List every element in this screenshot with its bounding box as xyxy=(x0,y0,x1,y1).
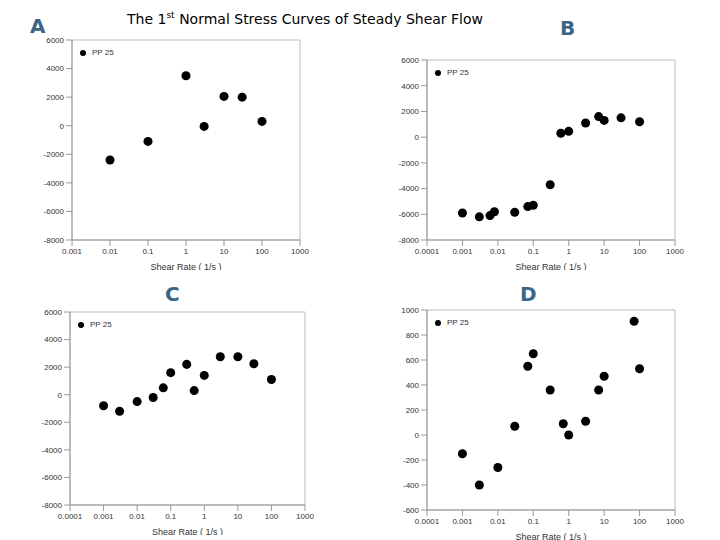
svg-text:0.01: 0.01 xyxy=(490,247,506,256)
svg-text:4000: 4000 xyxy=(44,335,62,344)
svg-text:0: 0 xyxy=(415,133,420,142)
svg-text:-600: -600 xyxy=(403,506,420,515)
svg-text:600: 600 xyxy=(406,356,420,365)
svg-text:0.1: 0.1 xyxy=(528,247,540,256)
svg-text:100: 100 xyxy=(255,247,269,256)
svg-text:800: 800 xyxy=(406,331,420,340)
svg-text:1000: 1000 xyxy=(291,247,309,256)
svg-text:10: 10 xyxy=(233,512,242,521)
html-text:PP 25: PP 25 xyxy=(92,48,114,57)
html-text:B: B xyxy=(560,16,576,40)
svg-text:1: 1 xyxy=(202,512,207,521)
svg-text:-6000: -6000 xyxy=(42,473,63,482)
svg-text:10: 10 xyxy=(600,247,609,256)
svg-text:4000: 4000 xyxy=(401,82,419,91)
svg-text:10: 10 xyxy=(600,517,609,526)
svg-text:0.1: 0.1 xyxy=(165,512,177,521)
svg-text:0.001: 0.001 xyxy=(94,512,115,521)
svg-text:-4000: -4000 xyxy=(399,184,420,193)
svg-text:0.001: 0.001 xyxy=(452,247,473,256)
svg-text:-2000: -2000 xyxy=(399,159,420,168)
svg-text:-4000: -4000 xyxy=(44,179,65,188)
svg-text:-200: -200 xyxy=(403,456,420,465)
svg-text:4000: 4000 xyxy=(46,64,64,73)
svg-text:Shear Rate ( 1/s ): Shear Rate ( 1/s ) xyxy=(515,262,586,270)
html-text:C: C xyxy=(165,282,180,306)
svg-text:0: 0 xyxy=(415,431,420,440)
svg-text:1: 1 xyxy=(566,247,571,256)
svg-text:0.001: 0.001 xyxy=(62,247,83,256)
svg-text:-2000: -2000 xyxy=(44,150,65,159)
svg-text:0.01: 0.01 xyxy=(102,247,118,256)
svg-text:10: 10 xyxy=(220,247,229,256)
svg-text:-2000: -2000 xyxy=(42,418,63,427)
svg-text:0.1: 0.1 xyxy=(528,517,540,526)
svg-text:0: 0 xyxy=(58,391,63,400)
svg-text:0.0001: 0.0001 xyxy=(58,512,83,521)
svg-text:-8000: -8000 xyxy=(399,236,420,245)
svg-text:-8000: -8000 xyxy=(44,236,65,245)
svg-text:2000: 2000 xyxy=(401,107,419,116)
svg-text:1000: 1000 xyxy=(666,247,684,256)
html-text:PP 25: PP 25 xyxy=(447,68,469,77)
svg-text:0: 0 xyxy=(60,122,65,131)
svg-text:6000: 6000 xyxy=(401,56,419,65)
svg-text:100: 100 xyxy=(265,512,279,521)
html-text:PP 25: PP 25 xyxy=(447,318,469,327)
svg-text:0.0001: 0.0001 xyxy=(415,517,440,526)
svg-text:-400: -400 xyxy=(403,481,420,490)
svg-text:0.0001: 0.0001 xyxy=(415,247,440,256)
svg-text:6000: 6000 xyxy=(44,308,62,317)
svg-text:1: 1 xyxy=(566,517,571,526)
svg-text:-6000: -6000 xyxy=(44,207,65,216)
svg-text:2000: 2000 xyxy=(44,363,62,372)
svg-text:200: 200 xyxy=(406,406,420,415)
svg-text:-6000: -6000 xyxy=(399,210,420,219)
svg-text:Shear Rate ( 1/s ): Shear Rate ( 1/s ) xyxy=(150,262,221,270)
svg-text:Shear Rate ( 1/s ): Shear Rate ( 1/s ) xyxy=(152,527,223,535)
svg-text:0.01: 0.01 xyxy=(490,517,506,526)
svg-text:1000: 1000 xyxy=(401,306,419,315)
svg-text:6000: 6000 xyxy=(46,36,64,45)
svg-text:0.001: 0.001 xyxy=(452,517,473,526)
svg-text:-4000: -4000 xyxy=(42,446,63,455)
svg-text:100: 100 xyxy=(633,247,647,256)
svg-text:2000: 2000 xyxy=(46,93,64,102)
svg-text:Shear Rate ( 1/s ): Shear Rate ( 1/s ) xyxy=(515,532,586,540)
html-text:The 1stNormal Stress Curves of: The 1stNormal Stress Curves of Steady Sh… xyxy=(127,10,483,27)
svg-text:1000: 1000 xyxy=(666,517,684,526)
svg-text:1000: 1000 xyxy=(296,512,314,521)
svg-text:1: 1 xyxy=(184,247,189,256)
html-text:D: D xyxy=(520,282,537,306)
svg-text:400: 400 xyxy=(406,381,420,390)
svg-text:0.1: 0.1 xyxy=(142,247,154,256)
svg-text:0.01: 0.01 xyxy=(129,512,145,521)
svg-text:-8000: -8000 xyxy=(42,501,63,510)
html-text:A: A xyxy=(30,14,46,38)
html-text:PP 25: PP 25 xyxy=(90,320,112,329)
svg-text:100: 100 xyxy=(633,517,647,526)
